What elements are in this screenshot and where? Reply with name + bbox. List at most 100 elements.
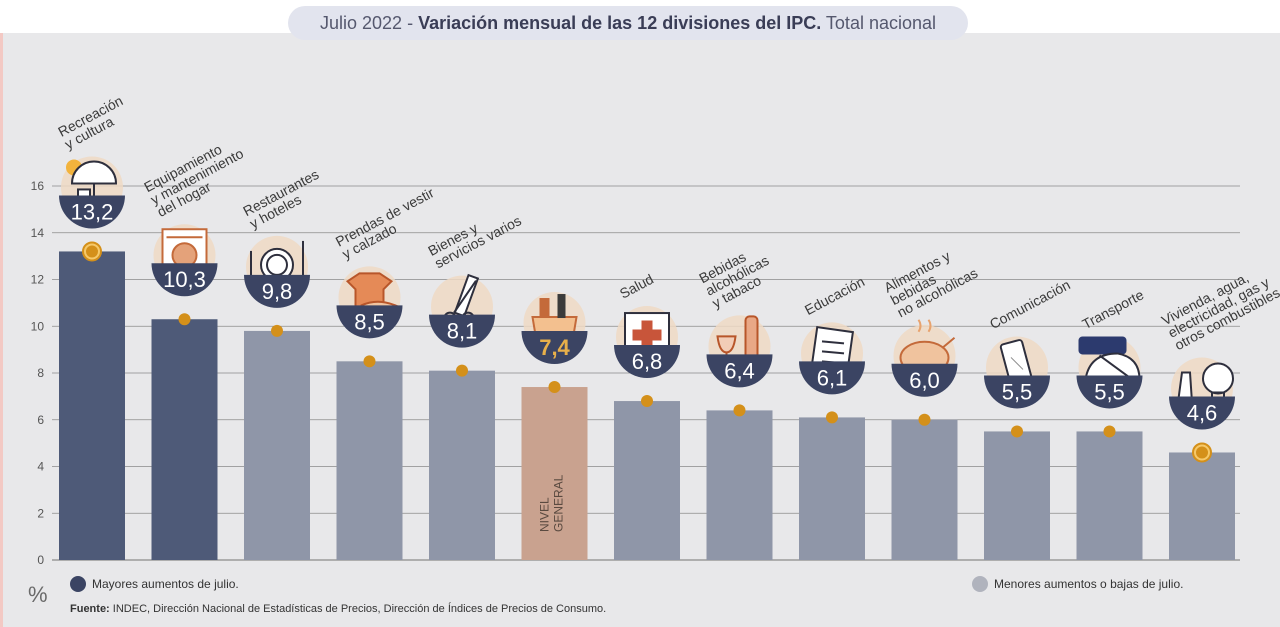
bar (336, 361, 403, 560)
bar (244, 330, 310, 560)
value-badge (151, 263, 218, 297)
data-point (1196, 446, 1208, 459)
general-bar-label: NIVELGENERAL (538, 474, 566, 532)
legend-minor-label: Menores aumentos o bajas de julio. (994, 577, 1184, 591)
source-label: Fuente: (70, 603, 110, 615)
data-label: 10,3 (163, 267, 206, 292)
value-badge (984, 375, 1050, 409)
legend-minor: Menores aumentos o bajas de julio. (972, 576, 1183, 592)
source-note: Fuente: INDEC, Dirección Nacional de Est… (70, 603, 606, 615)
value-badge (59, 195, 125, 229)
category-label: Salud (617, 271, 656, 302)
y-tick-label: 14 (31, 226, 45, 240)
title-period: Julio 2022 (320, 13, 403, 33)
bar (59, 251, 125, 560)
category-label: Educación (802, 273, 867, 318)
value-badge (429, 314, 495, 348)
data-label: 6,4 (724, 358, 755, 383)
y-tick-label: 2 (37, 506, 44, 520)
category-label: Prendas de vestiry calzado (333, 184, 444, 262)
bar (614, 401, 680, 560)
bar (1076, 431, 1143, 560)
general-bar-label-line: NIVEL (538, 497, 552, 532)
data-point (641, 395, 653, 408)
source-text: INDEC, Dirección Nacional de Estadística… (109, 603, 607, 615)
bar (799, 417, 865, 560)
category-label: Recreacióny cultura (55, 92, 132, 152)
category-label: Vivienda, agua,electricidad, gas yotros … (1159, 259, 1280, 353)
data-point (456, 364, 468, 377)
category-label-line: Transporte (1079, 286, 1146, 332)
data-label: 13,2 (71, 199, 114, 224)
value-badge (1076, 375, 1143, 409)
bus-card-icon-part (1098, 354, 1131, 379)
data-point (178, 313, 191, 326)
roast-chicken-icon-part (941, 336, 956, 349)
category-label: Comunicación (987, 276, 1073, 332)
category-label: Bebidasalcohólicasy tabaco (696, 240, 778, 311)
category-label: Transporte (1079, 286, 1146, 332)
category-label-line: Educación (802, 273, 867, 318)
data-label: 6,1 (817, 365, 848, 390)
data-point (548, 381, 561, 394)
bar (429, 370, 495, 560)
smartphone-icon-part (1010, 357, 1024, 370)
data-label: 6,8 (632, 349, 663, 374)
legend-major-swatch (70, 576, 86, 592)
y-tick-label: 16 (31, 179, 45, 193)
data-label: 6,0 (909, 368, 940, 393)
data-point (363, 355, 376, 368)
bar (984, 431, 1050, 560)
value-badge (614, 345, 680, 379)
bar (891, 419, 958, 560)
data-point (918, 413, 931, 426)
legend-major: Mayores aumentos de julio. (70, 576, 239, 592)
lightbulb-faucet-icon-part (1177, 371, 1193, 403)
legend-major-label: Mayores aumentos de julio. (92, 577, 239, 591)
data-label: 5,5 (1002, 379, 1033, 404)
value-badge (891, 363, 958, 397)
y-tick-label: 0 (37, 553, 44, 567)
bar (521, 387, 588, 560)
data-point (1103, 425, 1116, 438)
wine-glass-bottle-icon-part (744, 315, 759, 362)
value-badge (336, 305, 403, 339)
data-point (1011, 425, 1023, 438)
roast-chicken-icon-part (917, 319, 932, 333)
category-label-line: Comunicación (987, 276, 1073, 332)
shopping-bag-icon-part (539, 298, 550, 319)
y-tick-label: 10 (31, 319, 45, 333)
category-label: Bienes yservicios varios (425, 200, 524, 271)
chart-title: Julio 2022 - Variación mensual de las 12… (288, 6, 968, 40)
notebook-icon-part (821, 350, 845, 355)
data-label: 8,5 (354, 309, 385, 334)
data-point (86, 245, 98, 258)
bus-card-icon-part (1078, 336, 1127, 355)
notebook-icon-part (821, 340, 845, 345)
scissors-comb-icon-part (453, 280, 477, 314)
title-scope: Total nacional (821, 13, 936, 33)
value-badge (1169, 396, 1235, 430)
data-point (826, 411, 838, 424)
title-main: Variación mensual de las 12 divisiones d… (418, 13, 822, 33)
bus-card-icon-part (1084, 352, 1141, 381)
general-bar-label-line: GENERAL (552, 474, 566, 532)
y-tick-label: 12 (31, 273, 45, 287)
data-label: 9,8 (262, 279, 293, 304)
value-badge (244, 274, 310, 308)
category-label: Restaurantesy hoteles (240, 166, 328, 232)
shopping-bag-icon-part (557, 294, 566, 319)
title-separator: - (402, 13, 419, 33)
value-badge (521, 331, 588, 364)
category-label: Alimentos ybebidasno alcohólicas (881, 240, 980, 321)
category-label: Equipamientoy mantenimientodel hogar (141, 133, 253, 220)
data-label: 7,4 (539, 335, 570, 360)
y-tick-label: 4 (37, 460, 44, 474)
value-badge (799, 361, 865, 395)
legend-minor-swatch (972, 576, 988, 592)
panel-accent-edge (0, 33, 3, 627)
umbrella-sun-icon-part (70, 160, 118, 185)
data-label: 5,5 (1094, 379, 1125, 404)
bar (1169, 452, 1235, 560)
